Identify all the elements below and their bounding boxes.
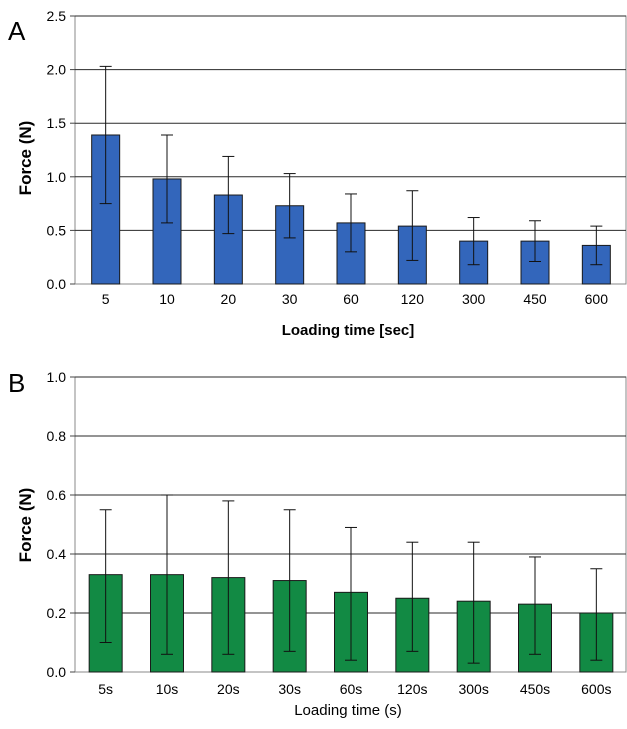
panel-a-y-axis-title: Force (N) xyxy=(16,121,35,196)
panel-a-category-label: 20 xyxy=(221,291,237,307)
panel-b-y-tick-label: 0.6 xyxy=(47,487,67,503)
panel-b-category-label: 5s xyxy=(98,681,113,697)
panel-b-y-axis-title: Force (N) xyxy=(16,488,35,563)
panel-b-category-label: 600s xyxy=(581,681,611,697)
panel-a-category-label: 60 xyxy=(343,291,359,307)
panel-b-y-tick-label: 1.0 xyxy=(47,369,67,385)
panel-a-category-label: 600 xyxy=(585,291,609,307)
panel-a-y-tick-label: 0.5 xyxy=(47,222,67,238)
panel-b-category-label: 300s xyxy=(458,681,488,697)
panel-a-x-axis-title: Loading time [sec] xyxy=(282,322,415,339)
panel-b-chart: B Force (N) Loading time (s) 0.0 0.2 0.4 0.… xyxy=(8,368,627,719)
panel-a-letter: A xyxy=(8,16,26,46)
panel-b-category-label: 20s xyxy=(217,681,240,697)
panel-b-y-tick-label: 0.2 xyxy=(47,605,67,621)
panel-b-y-tick-label: 0.0 xyxy=(47,664,67,680)
panel-a-category-label: 10 xyxy=(159,291,175,307)
panel-a-category-label: 300 xyxy=(462,291,486,307)
panel-a-category-label: 5 xyxy=(102,291,110,307)
panel-a-category-label: 120 xyxy=(401,291,425,307)
panel-a-y-tick-label: 0.0 xyxy=(47,276,67,292)
panel-b-category-label: 30s xyxy=(278,681,301,697)
panel-a-category-label: 30 xyxy=(282,291,298,307)
panel-b-y-tick-label: 0.8 xyxy=(47,428,67,444)
panel-a-category-label: 450 xyxy=(523,291,547,307)
panel-a-y-tick-label: 1.0 xyxy=(47,169,67,185)
panel-a-chart: A Force (N) Loading time [sec] 0.0 0.5 1.0… xyxy=(8,8,627,339)
panel-b-y-tick-label: 0.4 xyxy=(47,546,67,562)
panel-b-category-label: 450s xyxy=(520,681,550,697)
panel-a-y-tick-label: 2.0 xyxy=(47,62,67,78)
panel-b-category-label: 120s xyxy=(397,681,427,697)
panel-b-category-label: 10s xyxy=(156,681,179,697)
panel-a-y-tick-label: 2.5 xyxy=(47,8,67,24)
panel-a-bar xyxy=(275,205,305,285)
panel-b-x-axis-title: Loading time (s) xyxy=(294,702,402,719)
panel-b-letter: B xyxy=(8,368,25,398)
panel-a-y-tick-label: 1.5 xyxy=(47,115,67,131)
panel-b-category-label: 60s xyxy=(340,681,363,697)
